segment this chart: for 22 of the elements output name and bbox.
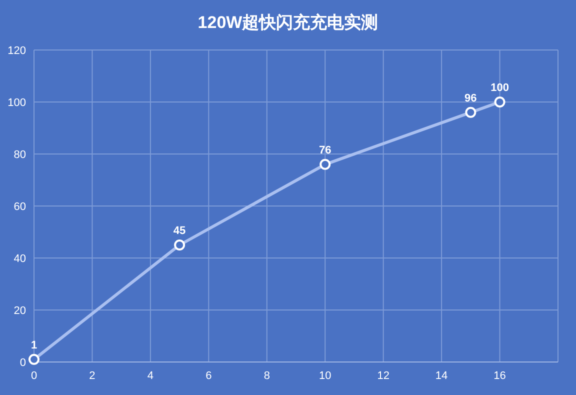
- x-tick-label: 8: [264, 370, 270, 382]
- data-label: 76: [318, 144, 332, 156]
- data-label: 96: [464, 92, 477, 104]
- data-label: 1: [30, 339, 38, 352]
- x-tick-label: 14: [435, 370, 448, 382]
- x-tick-label: 0: [30, 370, 38, 382]
- x-tick-label: 2: [89, 370, 96, 382]
- chart-title: 120W超快闪充充电实测: [198, 13, 378, 32]
- y-tick-label: 20: [14, 305, 26, 317]
- data-label: 45: [173, 225, 186, 237]
- x-tick-label: 4: [147, 370, 154, 382]
- data-label: 100: [490, 82, 509, 94]
- y-tick-label: 100: [8, 97, 26, 109]
- y-tick-label: 40: [14, 253, 26, 265]
- y-tick-label: 80: [14, 149, 26, 161]
- y-tick-label: 120: [8, 45, 26, 57]
- x-tick-label: 6: [206, 370, 212, 382]
- x-tick-label: 10: [318, 370, 332, 382]
- y-tick-label: 0: [20, 357, 26, 369]
- y-tick-label: 60: [14, 201, 26, 213]
- x-tick-label: 12: [377, 370, 390, 382]
- x-tick-label: 16: [494, 370, 506, 382]
